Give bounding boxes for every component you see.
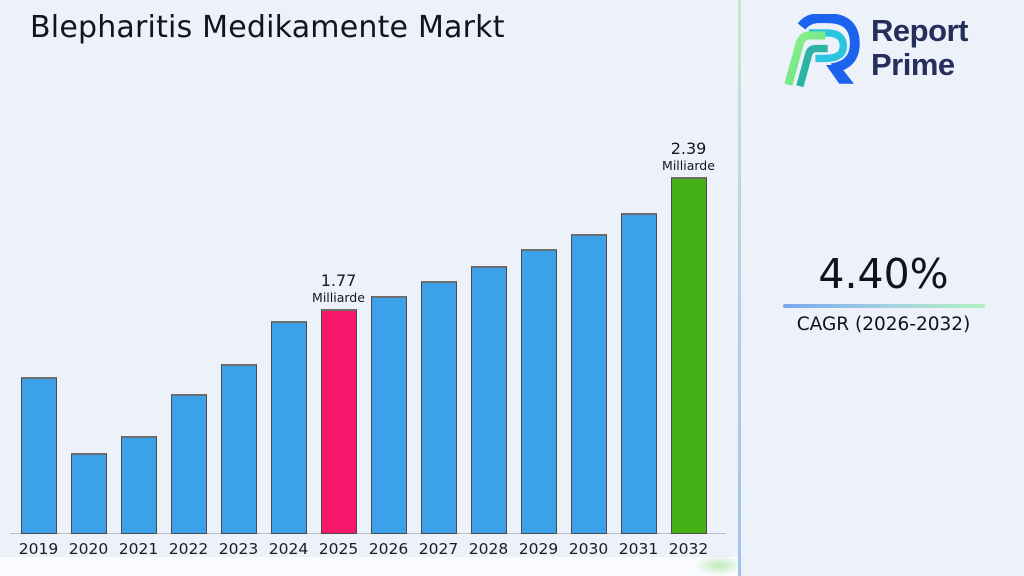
x-axis-line: [10, 533, 726, 534]
x-tick-2030: 2030: [568, 540, 609, 558]
report-prime-logo: Report Prime: [781, 12, 1011, 90]
x-tick-2022: 2022: [168, 540, 209, 558]
bar-label-2032: 2.39 Milliarde: [644, 139, 734, 173]
x-tick-2028: 2028: [468, 540, 509, 558]
bar-2029: [520, 249, 557, 534]
bar-2020: [70, 453, 107, 534]
bar-2026: [370, 296, 407, 534]
logo-text: Report Prime: [871, 14, 968, 82]
right-panel: Report Prime 4.40% CAGR (2026-2032): [741, 0, 1024, 576]
bar-2027: [420, 281, 457, 534]
x-tick-2021: 2021: [118, 540, 159, 558]
logo-text-report: Report: [871, 13, 968, 48]
report-prime-logo-icon: [784, 14, 860, 88]
bar-label-2025: 1.77 Milliarde: [294, 271, 384, 305]
bar-2024: [270, 321, 307, 534]
logo-text-prime: Prime: [871, 47, 955, 82]
cagr-block: 4.40% CAGR (2026-2032): [761, 250, 1006, 335]
x-tick-2026: 2026: [368, 540, 409, 558]
x-tick-2020: 2020: [68, 540, 109, 558]
bar-2023: [220, 364, 257, 534]
bar-2030: [570, 234, 607, 534]
bar-2028: [470, 266, 507, 534]
bar-2021: [120, 436, 157, 534]
bar-2022: [170, 394, 207, 534]
bar-2032: [670, 177, 707, 534]
x-tick-2032: 2032: [668, 540, 709, 558]
cagr-label: CAGR (2026-2032): [796, 314, 971, 335]
x-tick-2029: 2029: [518, 540, 559, 558]
bar-value-2025: 1.77: [320, 271, 357, 290]
x-tick-2023: 2023: [218, 540, 259, 558]
bar-unit-2032: Milliarde: [662, 158, 715, 173]
x-tick-2027: 2027: [418, 540, 459, 558]
bar-2019: [20, 377, 57, 534]
cagr-underline: [782, 304, 985, 308]
x-tick-2025: 2025: [318, 540, 359, 558]
x-tick-2031: 2031: [618, 540, 659, 558]
bar-2031: [620, 213, 657, 534]
bar-value-2032: 2.39: [670, 139, 707, 158]
bar-unit-2025: Milliarde: [312, 290, 365, 305]
cagr-value: 4.40%: [818, 250, 949, 298]
watermark-smudge: [694, 555, 744, 576]
page-title: Blepharitis Medikamente Markt: [30, 10, 505, 45]
x-tick-2019: 2019: [18, 540, 59, 558]
figure-bottom-margin: [0, 557, 738, 576]
bar-2025: [320, 309, 357, 534]
x-tick-2024: 2024: [268, 540, 309, 558]
panel-divider: [738, 0, 741, 576]
bar-chart: 2019 2020 2021 2022 2023 2024 2025 1.77 Milliard…: [0, 139, 744, 576]
